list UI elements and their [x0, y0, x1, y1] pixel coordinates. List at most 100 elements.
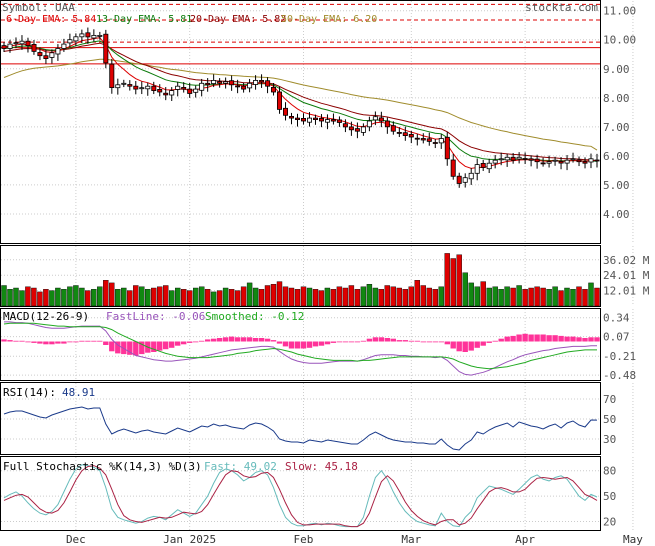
macd-hist-bar	[199, 340, 205, 342]
macd-hist-bar	[552, 335, 558, 342]
volume-bar	[348, 285, 355, 307]
ema-legend-entry: 20-Day EMA: 5.82	[190, 14, 286, 25]
y-tick-label: 50	[603, 413, 616, 426]
macd-hist-bar	[61, 341, 67, 344]
y-tick-label: 8.00	[603, 92, 630, 105]
price-y-ticks: 11.00 10.00 9.00 8.00 7.00 6.00 5.00 4.00	[603, 5, 636, 221]
y-tick-label: 12.01 M	[603, 285, 650, 298]
candle-body	[348, 126, 354, 131]
macd-hist-bar	[534, 334, 540, 342]
y-tick-label: -0.21	[603, 350, 636, 363]
macd-hist-bar	[522, 333, 528, 342]
macd-hist-bar	[169, 341, 175, 348]
macd-hist-bar	[205, 339, 211, 342]
stochastic-panel: 80 50 20 Full Stochastic %K(14,3) %D(3) Fa…	[0, 456, 634, 531]
macd-hist-bar	[462, 341, 468, 352]
resistance-lines	[1, 3, 600, 65]
rsi-label: RSI(14):	[3, 386, 56, 399]
volume-bar	[558, 290, 564, 307]
macd-hist-bar	[540, 334, 546, 342]
macd-hist-bar	[480, 341, 486, 346]
candle-body	[187, 88, 193, 94]
volume-bar	[222, 287, 229, 307]
macd-hist-bar	[151, 341, 157, 352]
y-tick-label: 80	[603, 465, 616, 478]
volume-bar	[462, 272, 468, 307]
candle-body	[390, 125, 396, 132]
volume-bar	[414, 280, 420, 307]
macd-hist-bar	[264, 338, 271, 342]
volume-bar	[300, 286, 307, 307]
macd-grid	[1, 309, 634, 380]
macd-hist-bar	[384, 338, 391, 342]
volume-bar	[85, 290, 91, 307]
volume-bar	[270, 284, 277, 307]
candle-body	[528, 158, 534, 161]
volume-bar	[318, 290, 325, 307]
volume-bar	[378, 289, 384, 307]
volume-bar	[252, 287, 259, 307]
macd-hist-bar	[366, 338, 373, 342]
candle-body	[276, 91, 282, 110]
candle-body	[7, 43, 13, 49]
volume-bar	[43, 289, 49, 307]
volume-bar	[216, 290, 223, 307]
macd-hist-bar	[588, 337, 594, 342]
y-tick-label: 0.34	[603, 312, 630, 325]
volume-bar	[168, 290, 175, 307]
macd-hist-bar	[474, 341, 480, 348]
rsi-y-ticks: 70 50 30	[603, 393, 616, 446]
candle-body	[438, 138, 444, 144]
stochastic-grid	[1, 457, 634, 530]
volume-bar	[25, 286, 31, 307]
x-tick-label: Mar	[401, 533, 421, 546]
macd-hist-bar	[342, 341, 349, 343]
volume-bar	[19, 290, 25, 307]
macd-hist-bar	[115, 341, 121, 354]
volume-bar	[67, 286, 73, 307]
volume-bar	[73, 285, 79, 307]
candle-body	[450, 159, 456, 177]
macd-smooth-line	[3, 322, 597, 370]
volume-bar	[91, 289, 97, 307]
volume-bar	[240, 286, 247, 307]
candle-body	[151, 85, 157, 91]
macd-hist-bar	[432, 341, 438, 343]
volume-bar	[552, 286, 558, 307]
candle-body	[492, 159, 498, 164]
volume-bar	[396, 287, 402, 307]
candle-body	[408, 133, 414, 138]
symbol-label: Symbol: UAA	[2, 1, 75, 14]
volume-bar	[198, 286, 205, 307]
volume-bar	[336, 286, 343, 307]
macd-hist-bar	[558, 335, 564, 342]
candle-body	[282, 107, 288, 116]
candle-body	[19, 40, 25, 45]
volume-bar	[588, 282, 594, 307]
macd-hist-bar	[570, 336, 576, 342]
volume-bar	[528, 287, 534, 307]
volume-bar	[258, 289, 265, 307]
macd-hist-bar	[139, 341, 145, 355]
price-panel-frame	[0, 0, 601, 244]
volume-bar	[133, 285, 139, 307]
candle-body	[318, 118, 324, 122]
volume-bar	[192, 287, 199, 307]
macd-hist-bar	[211, 338, 217, 342]
volume-bar	[103, 280, 109, 307]
candle-body	[247, 82, 253, 89]
volume-bar	[79, 287, 85, 307]
volume-bar	[115, 289, 121, 307]
volume-bar	[228, 289, 235, 307]
x-tick-label: Apr	[515, 533, 535, 546]
candle-body	[342, 123, 348, 128]
candle-body	[558, 160, 564, 164]
macd-hist-bar	[300, 341, 307, 349]
macd-hist-bar	[510, 335, 516, 342]
macd-y-ticks: 0.34 0.07 -0.21 -0.48	[603, 312, 636, 382]
y-tick-label: 36.02 M	[603, 254, 650, 267]
candle-body	[540, 162, 546, 165]
volume-bar	[288, 287, 295, 307]
candle-body	[432, 142, 438, 144]
